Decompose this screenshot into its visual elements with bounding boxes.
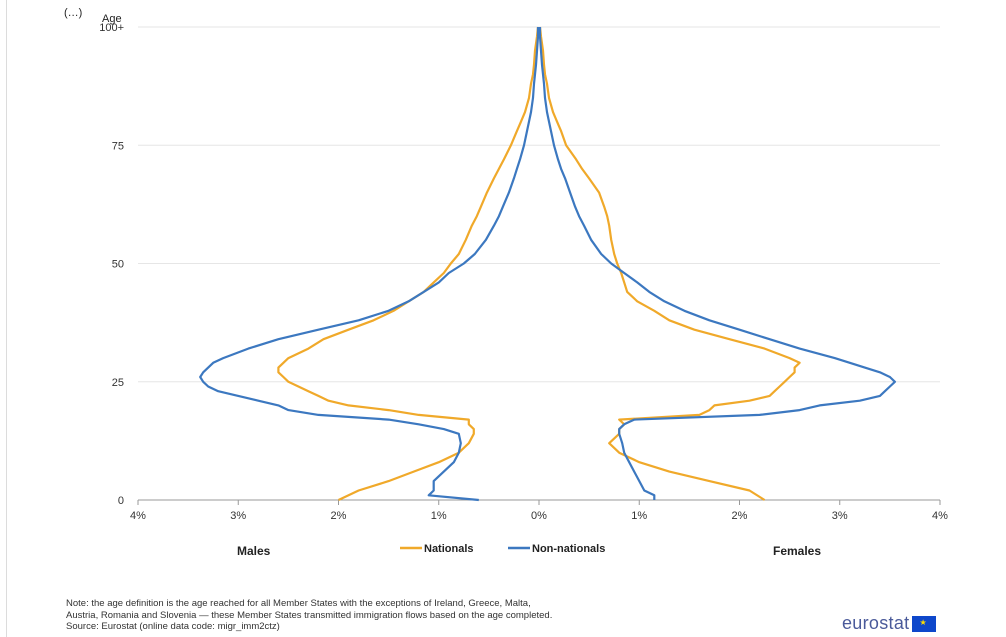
x-tick-label: 2% [732, 510, 748, 522]
y-tick-label: 0 [118, 495, 124, 507]
females-label: Females [773, 544, 822, 558]
x-tick-label: 3% [832, 510, 848, 522]
eurostat-logo: eurostat ★ [842, 613, 937, 634]
y-axis-title: Age [102, 13, 122, 25]
males-label: Males [237, 544, 271, 558]
note-line-2: Austria, Romania and Slovenia — these Me… [66, 609, 553, 621]
x-tick-label: 1% [431, 510, 447, 522]
x-tick-label: 2% [331, 510, 347, 522]
y-tick-label: 25 [112, 377, 124, 389]
y-tick-label: 100+ [99, 22, 124, 34]
x-tick-label: 1% [631, 510, 647, 522]
note-line-1: Note: the age definition is the age reac… [66, 598, 531, 609]
axes: 0 25 50 75 100+ (…) Age 4% 3% 2% 1% 0% 1% 2% 3% 4% [64, 7, 948, 522]
series-lines [199, 26, 897, 502]
source-line: Source: Eurostat (online data code: migr… [66, 621, 280, 632]
left-border-line [6, 0, 7, 637]
legend-label-non-nationals: Non-nationals [532, 543, 605, 555]
eu-flag-icon: ★ [912, 615, 937, 632]
y-axis-cutoff-label: (…) [64, 7, 82, 19]
non-nationals-females-line [538, 27, 897, 500]
non-nationals-males-line [199, 27, 540, 502]
legend: Nationals Non-nationals [400, 543, 605, 555]
y-tick-label: 75 [112, 140, 124, 152]
x-tick-label: 3% [230, 510, 246, 522]
y-tick-label: 50 [112, 259, 124, 271]
legend-label-nationals: Nationals [424, 543, 474, 555]
gridlines [138, 26, 940, 383]
footnote: Note: the age definition is the age reac… [66, 598, 826, 633]
x-tick-label: 4% [130, 510, 146, 522]
x-tick-label: 0% [531, 510, 547, 522]
nationals-males-line [277, 26, 540, 501]
population-pyramid-chart: 0 25 50 75 100+ (…) Age 4% 3% 2% 1% 0% 1% 2% 3% 4% Nati… [64, 7, 948, 555]
x-tick-label: 4% [932, 510, 948, 522]
eurostat-logo-text: eurostat [842, 613, 910, 633]
